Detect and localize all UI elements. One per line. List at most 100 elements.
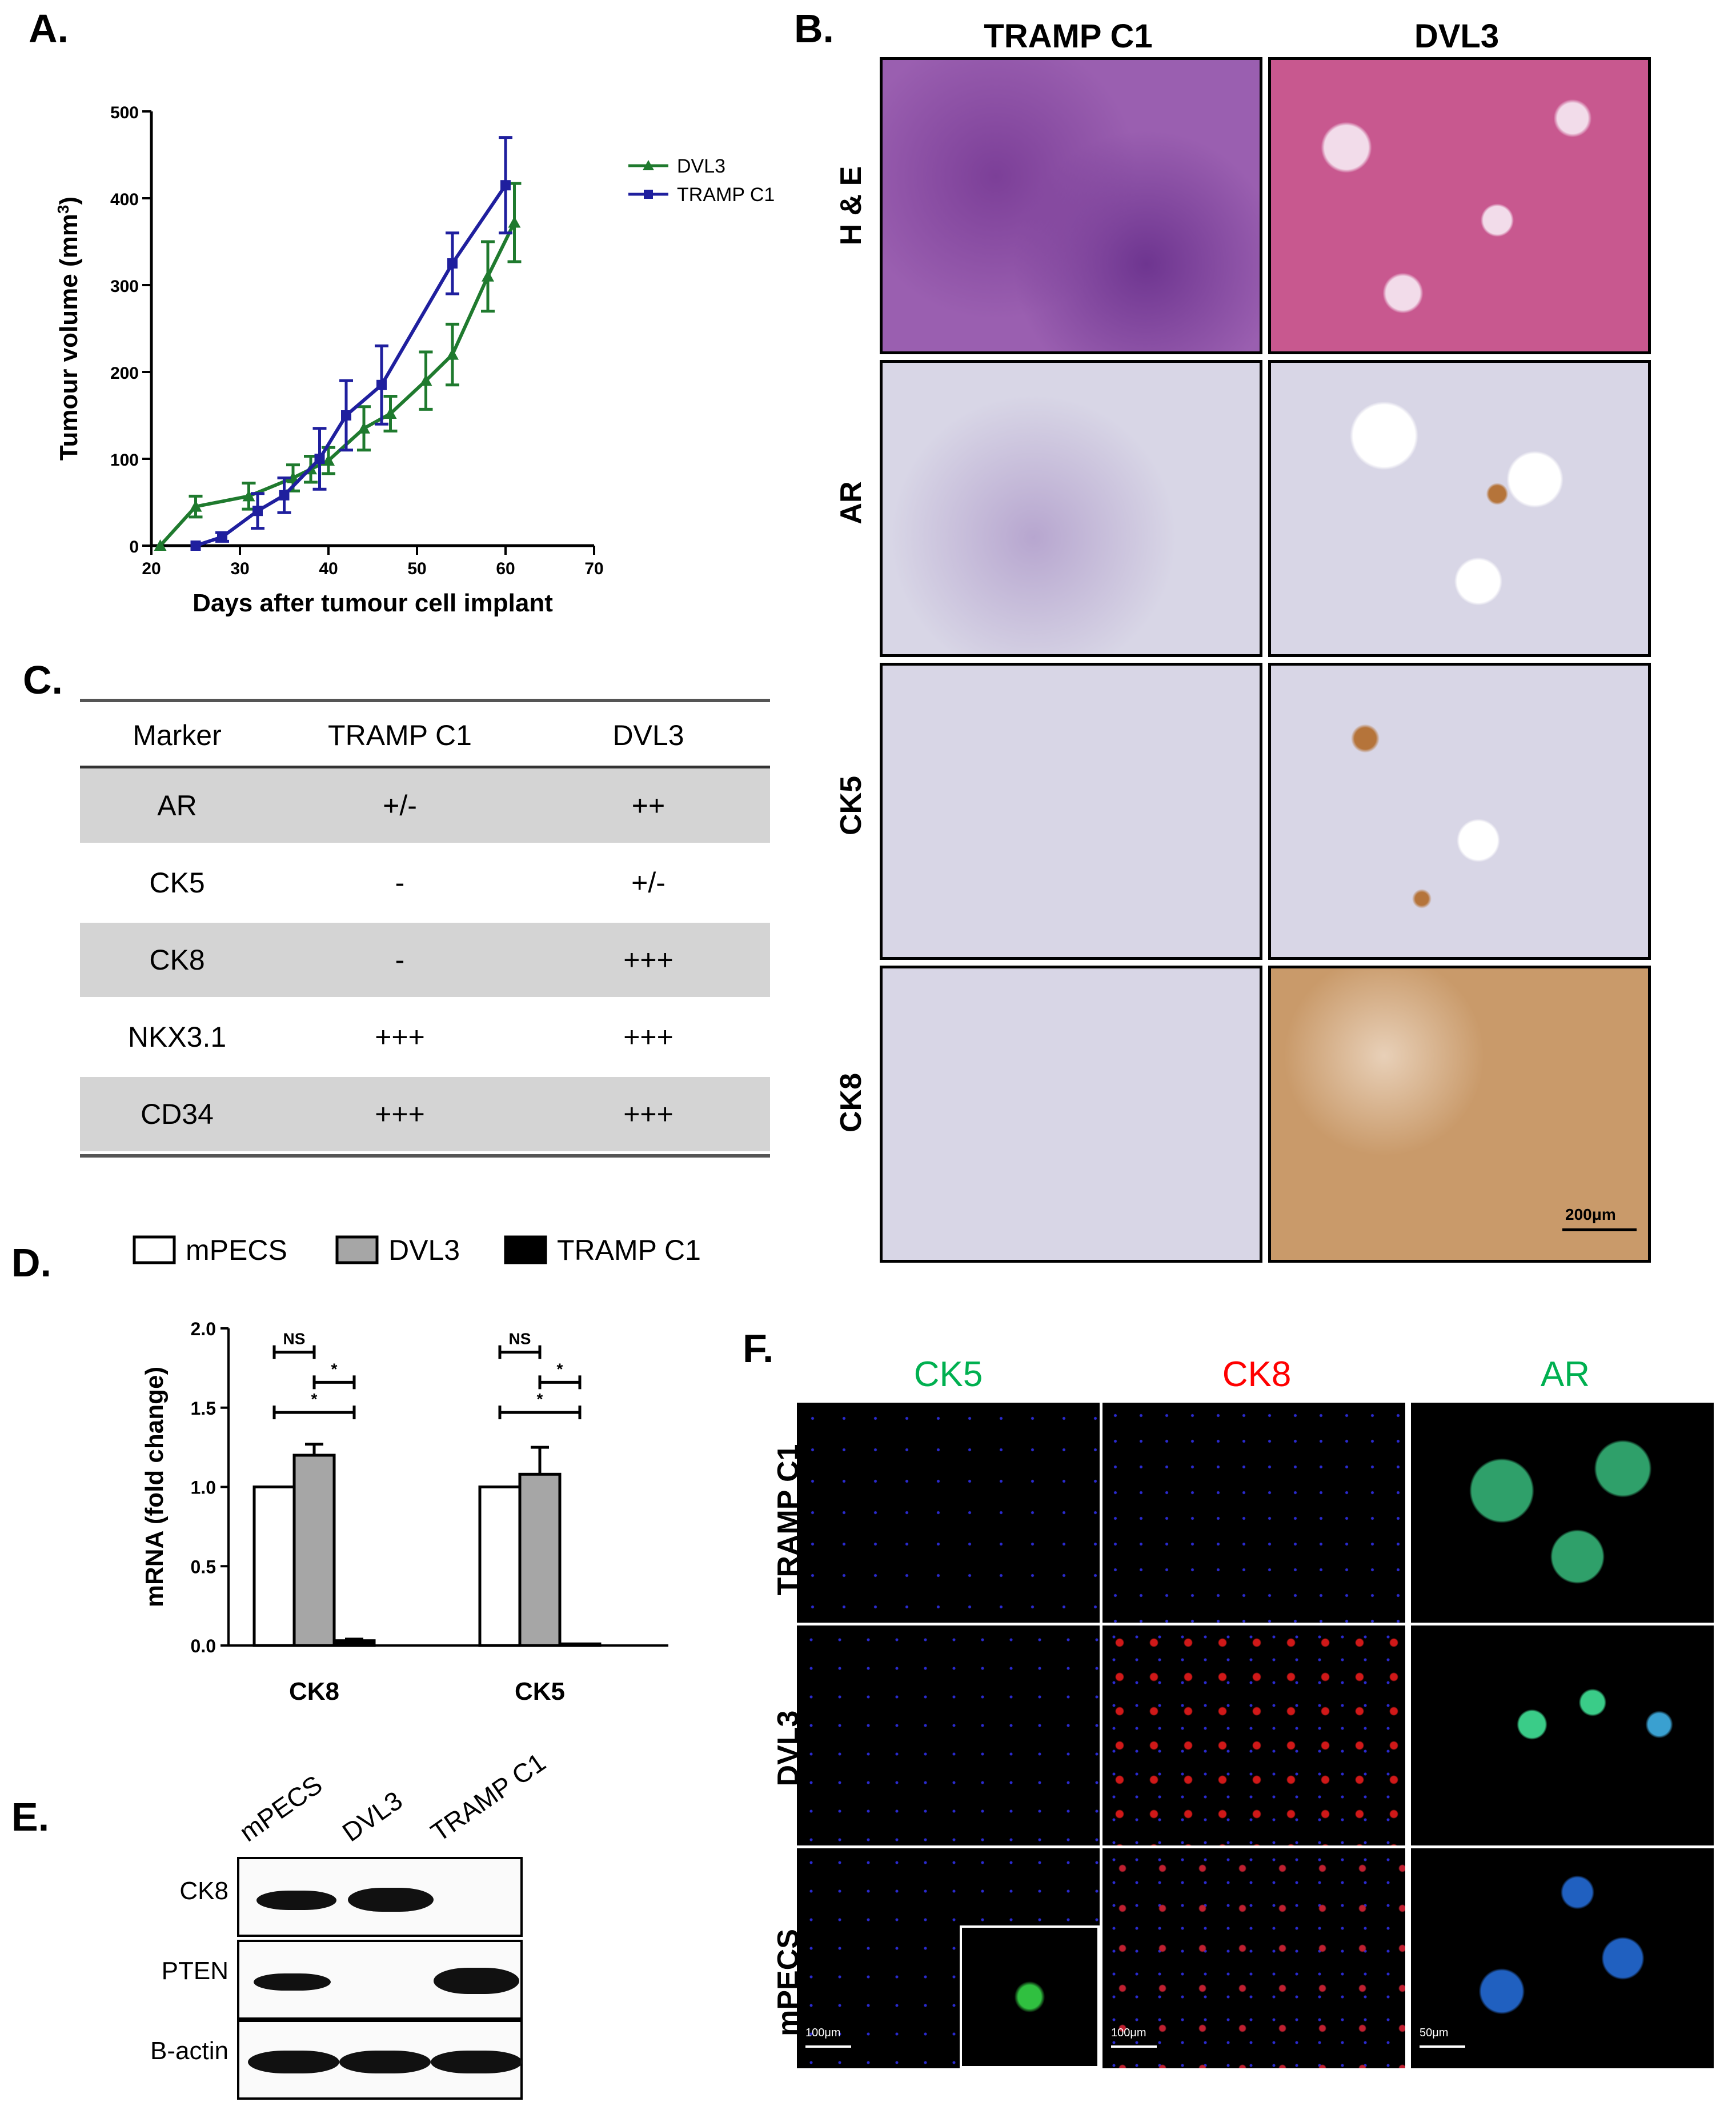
significance-label: *	[331, 1360, 338, 1378]
bar	[332, 1639, 376, 1647]
y-tick-label: 1.5	[191, 1398, 216, 1419]
if-tramp-ck8-image	[1102, 1403, 1405, 1623]
x-axis-label: Days after tumour cell implant	[193, 589, 553, 617]
data-point	[279, 490, 290, 501]
data-point	[376, 379, 387, 390]
growth-curve-chart: 0 100 200 300 400 500 20 30 40 50 60 70 Days after t…	[54, 103, 775, 617]
panel-label-f: F.	[743, 1326, 774, 1371]
series-line-1	[195, 184, 507, 547]
panel-label-c: C.	[23, 658, 63, 702]
data-point	[252, 506, 263, 517]
histology-ck5-tramp-image	[880, 663, 1262, 960]
blot-lane-tramp: TRAMP C1	[425, 1747, 551, 1848]
table-cell: +++	[623, 1021, 673, 1053]
if-scale-bar	[805, 2045, 851, 2048]
if-mpecs-ck8-image	[1102, 1848, 1405, 2068]
band-actin-mpecs	[248, 2051, 339, 2073]
if-scale-label: 100μm	[1111, 2027, 1146, 2039]
y-axis-label: mRNA (fold change)	[141, 1367, 169, 1607]
data-point	[190, 540, 201, 551]
significance-label: *	[311, 1390, 318, 1408]
if-col-ar: AR	[1540, 1355, 1590, 1394]
if-scale-label: 50μm	[1420, 2027, 1449, 2039]
histology-he-tramp-image	[880, 57, 1262, 354]
x-tick-label: 50	[407, 559, 426, 578]
table-cell: +++	[375, 1021, 425, 1053]
data-point	[508, 216, 521, 228]
table-top-rule	[80, 699, 770, 702]
mrna-bar-chart: mPECS DVL3 TRAMP C1 0.0 0.5 1.0 1.5 2.0 mRNA (fo…	[133, 1234, 701, 1705]
x-category-label: CK8	[289, 1677, 339, 1705]
if-scale-bar	[1420, 2045, 1465, 2048]
table-cell: CK5	[149, 867, 205, 899]
if-tramp-ar-image	[1411, 1403, 1714, 1623]
legend-label: DVL3	[388, 1234, 460, 1266]
histology-ck5-dvl3-image	[1268, 663, 1651, 960]
if-dvl3-ar-image	[1411, 1625, 1714, 1845]
histology-scale-bar	[1562, 1228, 1637, 1231]
histology-col-tramp: TRAMP C1	[984, 18, 1153, 55]
table-cell: +/-	[631, 867, 665, 899]
legend-label: TRAMP C1	[557, 1234, 701, 1266]
table-cell: CK8	[149, 944, 205, 976]
x-tick-label: 70	[584, 559, 603, 578]
table-cell: +++	[623, 1098, 673, 1130]
if-mpecs-ar-image	[1411, 1848, 1714, 2068]
table-cell: ++	[631, 790, 665, 822]
blot-strip-ck8	[237, 1857, 523, 1937]
histology-ar-tramp-image	[880, 360, 1262, 657]
table-cell: AR	[157, 790, 197, 822]
histology-ck8-tramp-image	[880, 966, 1262, 1263]
table-cell: +++	[623, 944, 673, 976]
histology-row-he: H & E	[835, 166, 868, 246]
data-point	[500, 180, 511, 191]
y-tick-label: 400	[110, 190, 139, 209]
table-header-marker: Marker	[133, 719, 222, 751]
data-point	[482, 270, 494, 282]
data-point	[322, 454, 335, 466]
blot-row-pten: PTEN	[161, 1957, 228, 1985]
table-cell: -	[395, 944, 405, 976]
bar	[518, 1472, 562, 1647]
table-header-dvl3: DVL3	[612, 719, 684, 751]
table-cell: NKX3.1	[127, 1021, 227, 1053]
x-tick-label: 40	[319, 559, 338, 578]
data-point	[154, 539, 167, 551]
histology-row-ck5: CK5	[835, 775, 868, 836]
blot-strip-pten	[237, 1940, 523, 2020]
table-cell: CD34	[141, 1098, 214, 1130]
if-dvl3-ck5-image	[797, 1625, 1100, 1845]
data-point	[384, 407, 397, 419]
y-tick-label: 2.0	[191, 1319, 216, 1339]
y-tick-label: 200	[110, 364, 139, 383]
table-cell: +/-	[383, 790, 417, 822]
significance-label: *	[537, 1390, 543, 1408]
table-row: CK5 - +/-	[80, 846, 770, 920]
band-actin-dvl3	[339, 2051, 431, 2073]
x-tick-label: 30	[230, 559, 249, 578]
blot-strip-bactin	[237, 2020, 523, 2100]
data-point	[358, 422, 370, 434]
band-pten-mpecs	[254, 1973, 331, 1991]
data-point	[447, 258, 458, 269]
data-point	[446, 348, 459, 360]
if-col-ck8: CK8	[1222, 1355, 1292, 1394]
if-mpecs-ck5-inset	[960, 1925, 1100, 2068]
table-row: NKX3.1 +++ +++	[80, 1000, 770, 1074]
histology-ar-dvl3-image	[1268, 360, 1651, 657]
series-line-0	[159, 222, 516, 547]
table-header-tramp: TRAMP C1	[328, 719, 472, 751]
table-cell: -	[395, 867, 405, 899]
if-col-ck5: CK5	[913, 1355, 983, 1394]
histology-he-dvl3-image	[1268, 57, 1651, 354]
blot-row-ck8: CK8	[179, 1877, 228, 1905]
y-tick-label: 0.5	[191, 1556, 216, 1577]
if-dvl3-ck8-image	[1102, 1625, 1405, 1845]
legend-label: DVL3	[677, 155, 725, 177]
if-tramp-ck5-image	[797, 1403, 1100, 1623]
data-point	[341, 410, 351, 421]
x-category-label: CK5	[515, 1677, 565, 1705]
blot-row-bactin: B-actin	[150, 2037, 228, 2065]
blot-lane-dvl3: DVL3	[336, 1785, 408, 1848]
significance-label: *	[557, 1360, 563, 1378]
